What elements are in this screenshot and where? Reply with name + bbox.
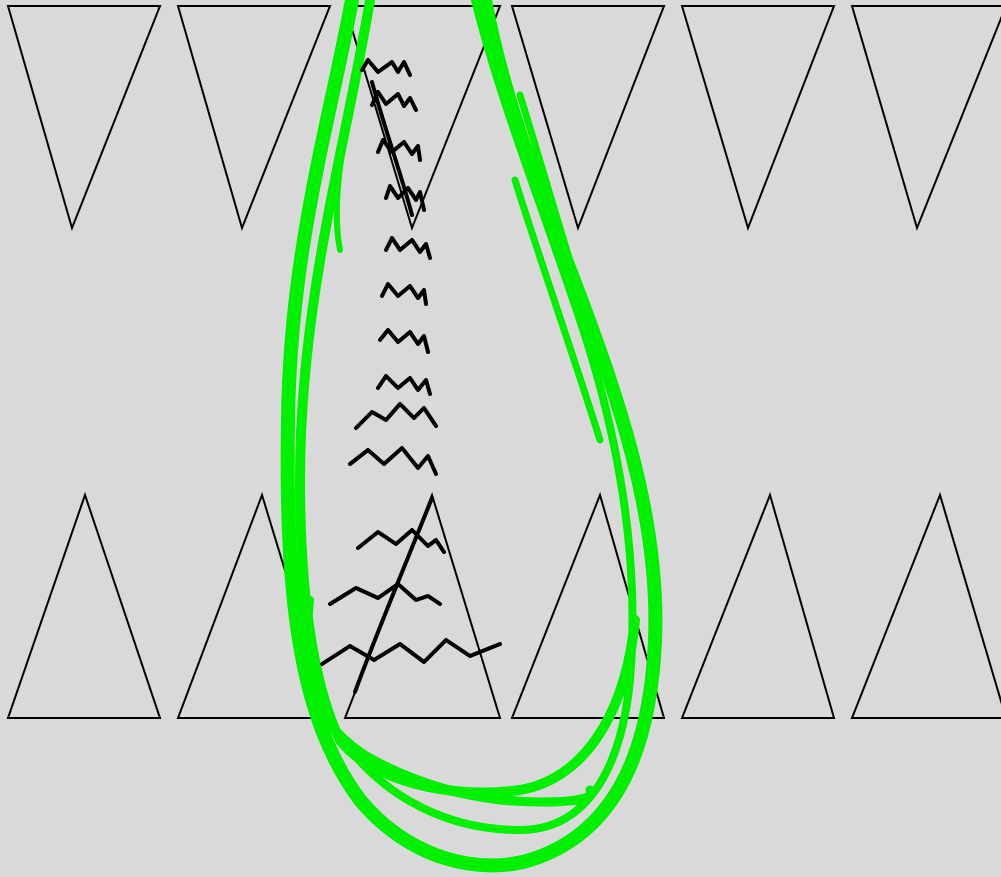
canvas xyxy=(0,0,1001,877)
page xyxy=(0,0,1001,877)
background xyxy=(0,0,1001,877)
